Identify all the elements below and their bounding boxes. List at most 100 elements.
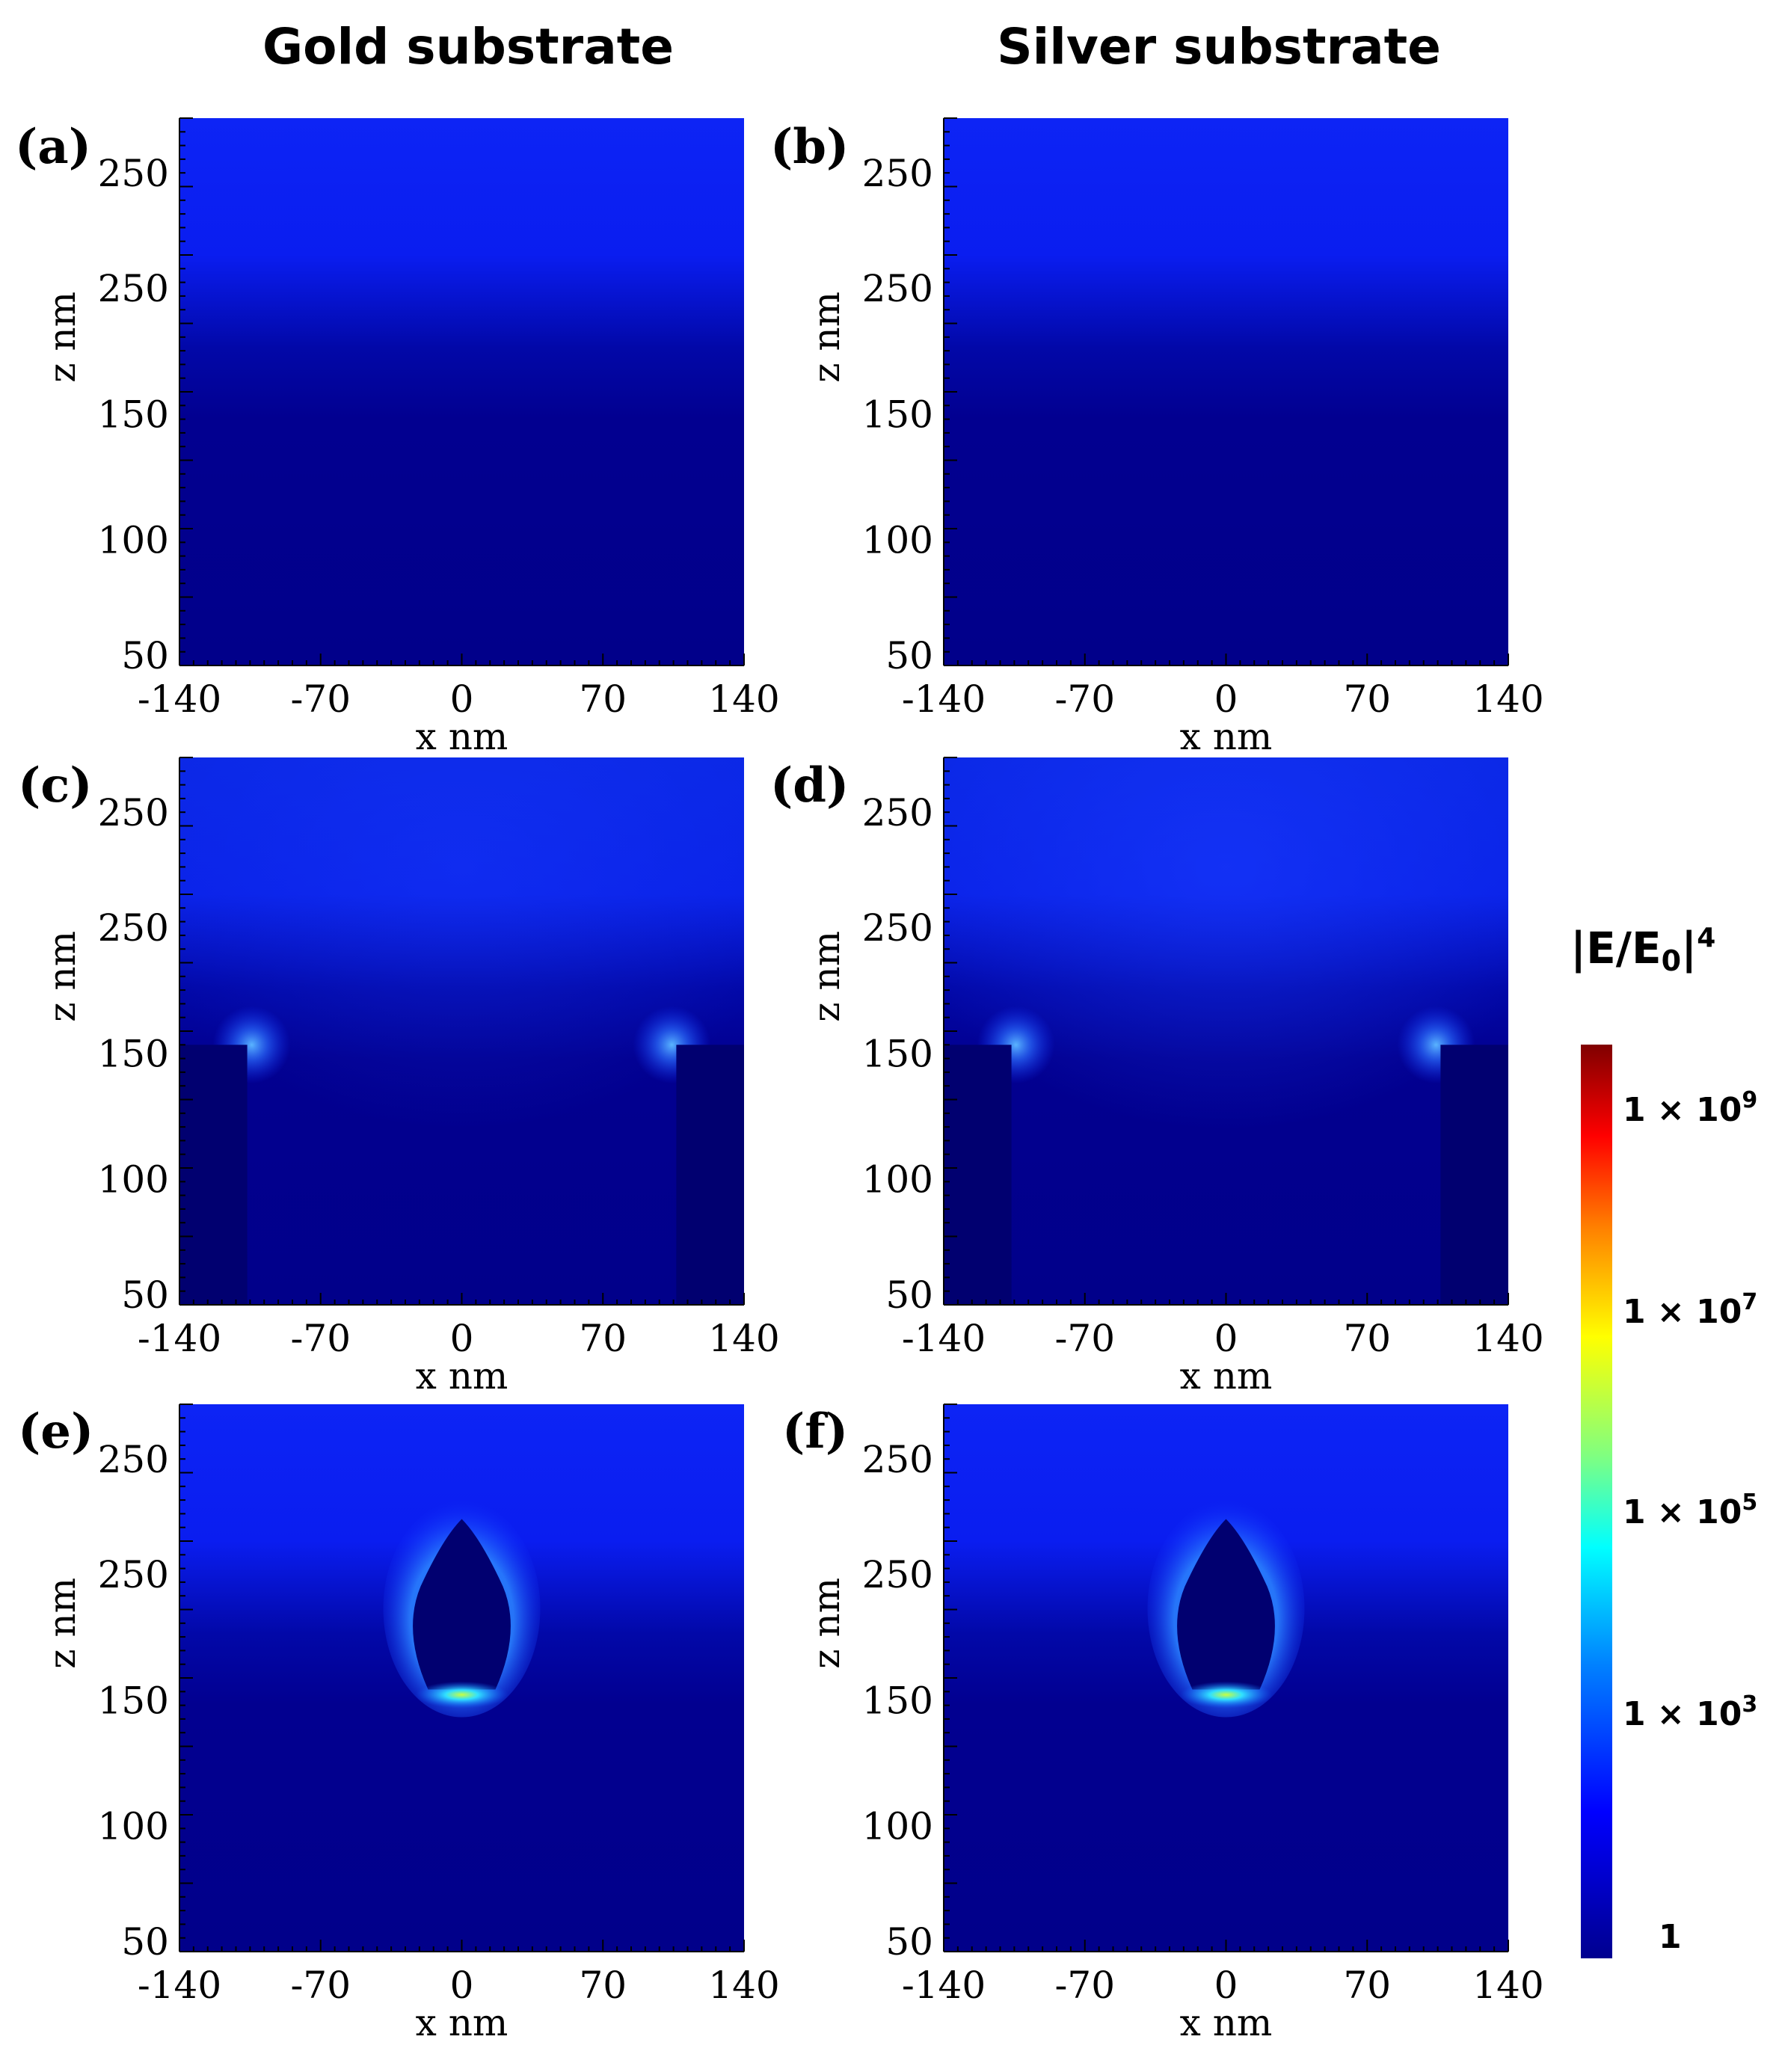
heatmap-1: 50 100 150 250 250 -140 -70 0 70 140 x nm z nm — [805, 117, 1544, 758]
heatmap-field — [179, 757, 744, 1305]
gap-hot-spot — [415, 1681, 508, 1709]
y-tick-label: 250 — [862, 267, 933, 310]
y-axis-label: z nm — [805, 1578, 848, 1669]
x-tick-label: 70 — [579, 1317, 627, 1360]
x-tick-label: -140 — [902, 1964, 986, 2007]
axes: 50 100 150 250 250 -140 -70 0 70 140 x nm z nm — [805, 117, 1544, 758]
x-tick-label: -70 — [1054, 1964, 1115, 2007]
field-background — [944, 118, 1508, 665]
y-tick-label: 250 — [862, 1438, 933, 1481]
y-tick-label: 250 — [862, 791, 933, 834]
colorbar-tick: 1 × 107 — [1623, 1289, 1758, 1331]
axes: 50 100 150 250 250 -140 -70 0 70 140 x nm z nm — [805, 757, 1544, 1398]
x-tick-label: 140 — [1472, 1964, 1543, 2007]
y-tick-label: 250 — [862, 1553, 933, 1596]
heatmap-field — [179, 1404, 744, 1952]
heatmap-4: 50 100 150 250 250 -140 -70 0 70 140 x nm z nm — [40, 1404, 780, 2044]
x-axis-label: x nm — [416, 715, 508, 758]
column-title-gold: Gold substrate — [262, 18, 675, 76]
field-glow — [179, 757, 744, 1196]
x-tick-label: -70 — [290, 1317, 351, 1360]
y-tick-label: 250 — [862, 152, 933, 195]
colorbar — [1581, 1045, 1612, 1958]
field-background — [179, 118, 744, 665]
panel-label: (e) — [18, 1404, 94, 1460]
gap-hot-spot — [1179, 1681, 1273, 1709]
x-axis-label: x nm — [416, 2001, 508, 2044]
nanoparticle — [1177, 1519, 1275, 1690]
x-tick-label: 0 — [1214, 677, 1238, 721]
x-tick-label: -140 — [138, 1964, 221, 2007]
x-tick-label: 140 — [708, 1964, 779, 2007]
x-axis-label: x nm — [1180, 1354, 1273, 1398]
x-tick-label: 70 — [579, 677, 627, 721]
y-tick-label: 250 — [98, 1438, 169, 1481]
pillar-left — [944, 1045, 1012, 1305]
heatmap-0: 50 100 150 250 250 -140 -70 0 70 140 x nm z nm — [40, 117, 780, 758]
heatmap-field — [944, 1404, 1508, 1952]
y-tick-label: 50 — [885, 634, 933, 677]
x-axis-label: x nm — [416, 1354, 508, 1398]
x-tick-label: 70 — [1343, 1964, 1391, 2007]
y-tick-label: 250 — [98, 152, 169, 195]
column-title-silver: Silver substrate — [997, 18, 1441, 76]
y-axis-label: z nm — [805, 931, 848, 1022]
pillar-right — [1440, 1045, 1508, 1305]
heatmap-2: 50 100 150 250 250 -140 -70 0 70 140 x nm z nm — [40, 757, 780, 1398]
x-tick-label: 0 — [450, 1317, 474, 1360]
y-tick-label: 50 — [121, 634, 169, 677]
x-axis-label: x nm — [1180, 2001, 1273, 2044]
panel-label: (d) — [770, 757, 849, 814]
axes: 50 100 150 250 250 -140 -70 0 70 140 x nm z nm — [40, 1404, 780, 2044]
y-tick-label: 150 — [98, 1679, 169, 1722]
x-tick-label: -70 — [1054, 677, 1115, 721]
y-tick-label: 250 — [98, 1553, 169, 1596]
colorbar-tick: 1 — [1659, 1918, 1682, 1956]
heatmap-5: 50 100 150 250 250 -140 -70 0 70 140 x nm z nm — [805, 1404, 1544, 2044]
y-tick-label: 100 — [98, 1805, 169, 1848]
y-tick-label: 50 — [121, 1920, 169, 1964]
nanoparticle — [413, 1519, 511, 1690]
heatmap-field — [179, 118, 744, 665]
y-tick-label: 250 — [98, 906, 169, 950]
y-tick-label: 100 — [98, 519, 169, 562]
y-tick-label: 150 — [862, 1679, 933, 1722]
y-tick-label: 250 — [98, 791, 169, 834]
x-tick-label: 140 — [708, 1317, 779, 1360]
y-axis-label: z nm — [40, 292, 84, 383]
y-axis-label: z nm — [40, 931, 84, 1022]
pillar-left — [179, 1045, 248, 1305]
x-tick-label: -140 — [902, 1317, 986, 1360]
x-tick-label: 0 — [450, 1964, 474, 2007]
x-tick-label: 0 — [1214, 1964, 1238, 2007]
x-tick-label: -140 — [138, 677, 221, 721]
heatmap-field — [944, 118, 1508, 665]
field-glow — [944, 757, 1508, 1196]
y-tick-label: 50 — [885, 1920, 933, 1964]
x-tick-label: 70 — [1343, 677, 1391, 721]
y-tick-label: 50 — [885, 1273, 933, 1317]
x-tick-label: -70 — [1054, 1317, 1115, 1360]
y-tick-label: 100 — [98, 1158, 169, 1202]
y-tick-label: 100 — [862, 1805, 933, 1848]
x-tick-label: -70 — [290, 677, 351, 721]
y-tick-label: 150 — [862, 1032, 933, 1075]
colorbar-tick: 1 × 109 — [1623, 1087, 1758, 1129]
colorbar-tick: 1 × 105 — [1623, 1490, 1758, 1531]
panel-label: (f) — [782, 1404, 849, 1460]
y-tick-label: 100 — [862, 1158, 933, 1202]
x-tick-label: -140 — [902, 677, 986, 721]
colorbar-title: |E/E0|4 — [1570, 923, 1716, 977]
heatmap-3: 50 100 150 250 250 -140 -70 0 70 140 x nm z nm — [805, 757, 1544, 1398]
x-axis-label: x nm — [1180, 715, 1273, 758]
x-tick-label: 70 — [1343, 1317, 1391, 1360]
axes: 50 100 150 250 250 -140 -70 0 70 140 x nm z nm — [40, 117, 780, 758]
heatmap-field — [944, 757, 1508, 1305]
panel-label: (a) — [15, 119, 92, 175]
panel-label: (c) — [18, 757, 93, 814]
y-axis-label: z nm — [40, 1578, 84, 1669]
y-tick-label: 150 — [98, 1032, 169, 1075]
y-tick-label: 250 — [862, 906, 933, 950]
y-tick-label: 250 — [98, 267, 169, 310]
x-tick-label: 140 — [1472, 1317, 1543, 1360]
